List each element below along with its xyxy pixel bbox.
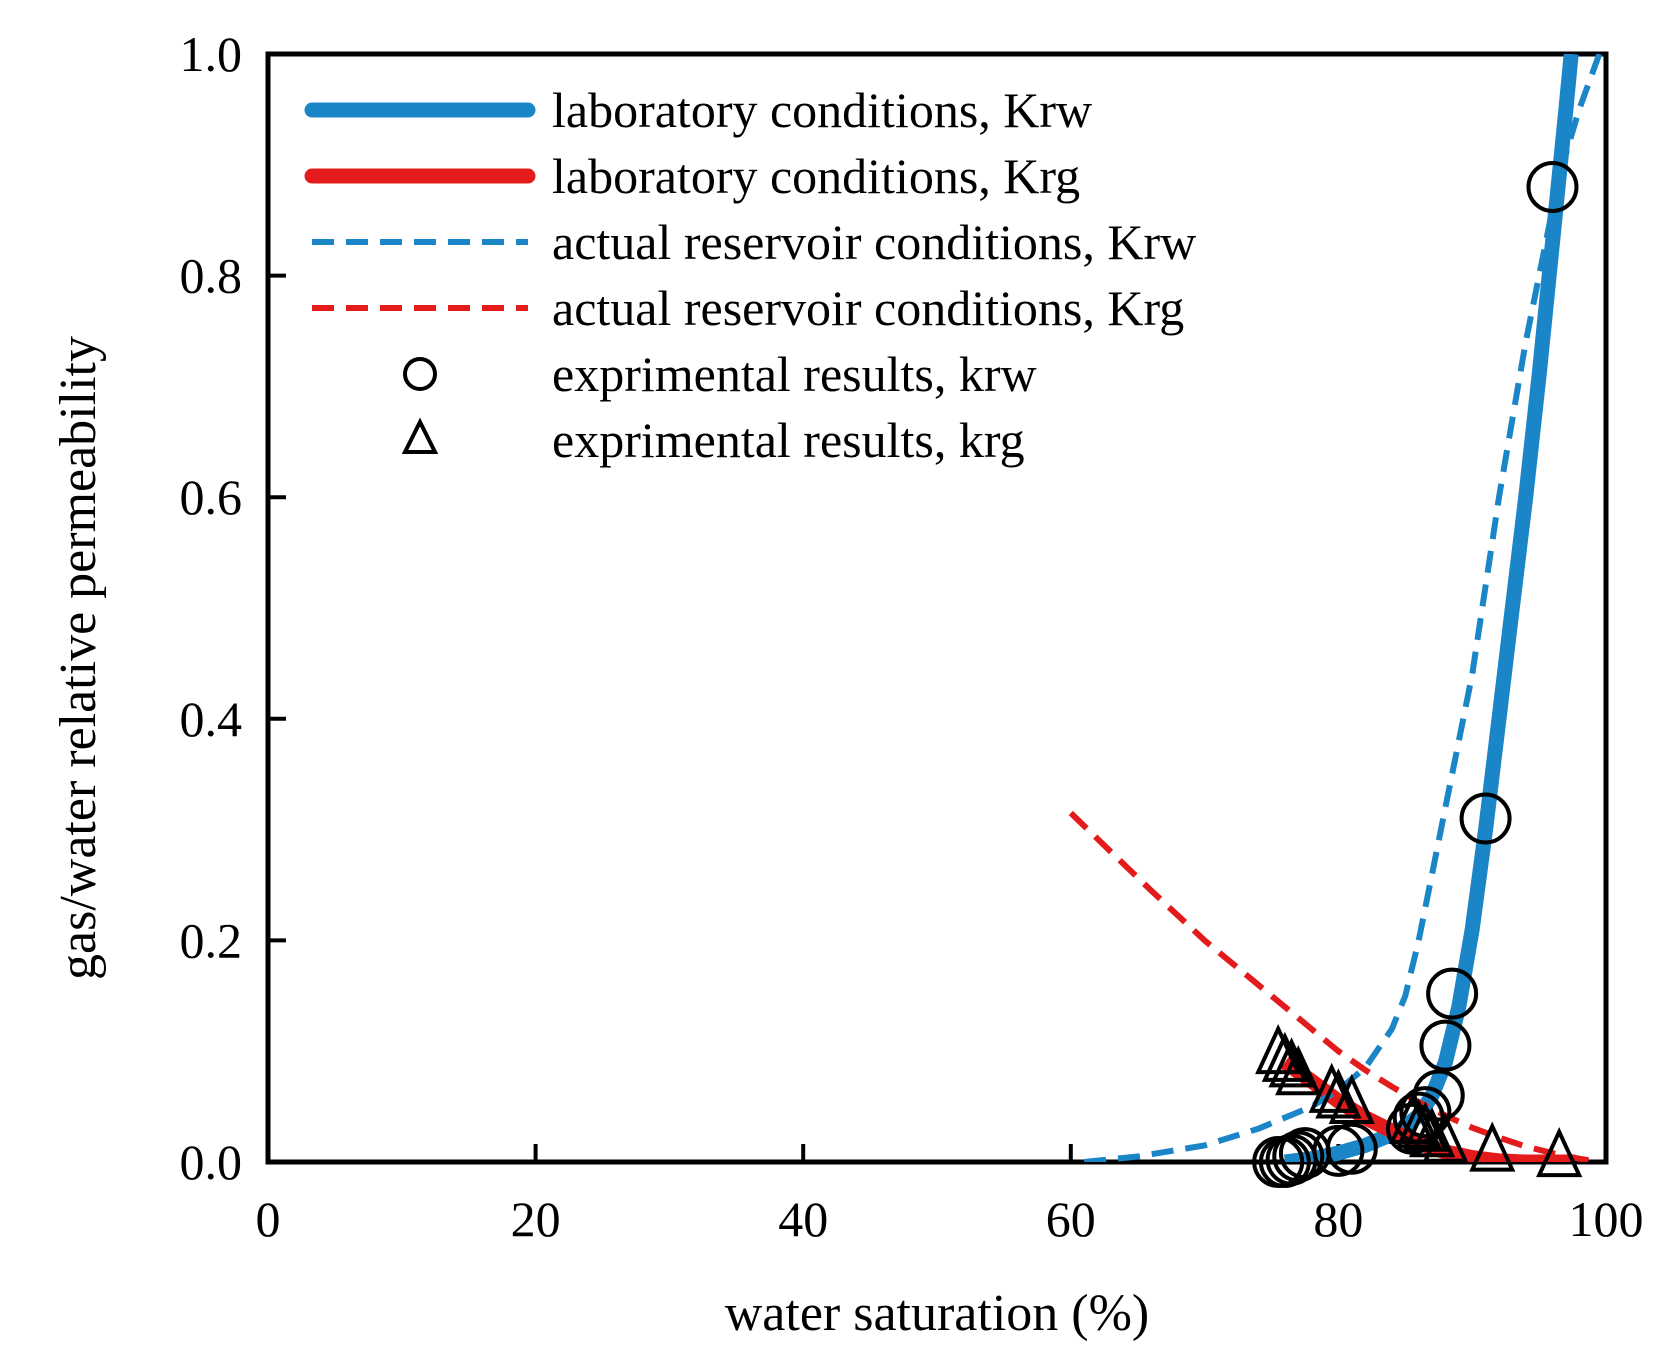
krw-data-point — [1412, 1069, 1465, 1122]
x-tick-label: 40 — [778, 1191, 828, 1247]
legend-label: exprimental results, krw — [552, 346, 1037, 402]
krg-data-point — [1422, 1112, 1469, 1163]
krg-data-point — [1275, 1045, 1322, 1096]
y-axis-label: gas/water relative permeability — [50, 336, 107, 980]
krg-data-point — [1308, 1062, 1355, 1113]
x-tick-label: 0 — [256, 1191, 281, 1247]
krg-data-point — [1402, 1101, 1449, 1152]
krw-data-point — [1426, 967, 1479, 1020]
x-tick-label: 100 — [1569, 1191, 1644, 1247]
y-tick-label: 0.6 — [180, 469, 243, 525]
krg-data-point — [1328, 1073, 1375, 1124]
series-line-1 — [1283, 54, 1579, 1162]
krw-data-point — [1399, 1086, 1452, 1139]
krw-data-point — [1325, 1122, 1378, 1175]
legend-label: laboratory conditions, Krw — [552, 82, 1092, 138]
legend-circle-marker — [403, 357, 437, 391]
krw-data-point — [1526, 160, 1579, 213]
series-line-3 — [1083, 54, 1603, 1162]
legend-label: actual reservoir conditions, Krg — [552, 280, 1184, 336]
y-tick-label: 0.4 — [180, 691, 243, 747]
krg-data-point — [1408, 1107, 1456, 1158]
krw-data-point — [1272, 1130, 1325, 1183]
x-tick-label: 80 — [1313, 1191, 1363, 1247]
krg-data-point — [1469, 1121, 1516, 1172]
krg-data-point — [1268, 1037, 1315, 1088]
x-tick-label: 60 — [1046, 1191, 1096, 1247]
series-line-4 — [1068, 810, 1600, 1162]
krw-data-point — [1419, 1019, 1472, 1072]
y-tick-label: 0.2 — [180, 912, 243, 968]
legend-label: exprimental results, krg — [552, 412, 1025, 468]
krg-data-point — [1388, 1093, 1436, 1144]
plot-markers — [1252, 160, 1583, 1188]
krg-data-point — [1536, 1127, 1583, 1178]
x-axis-label: water saturation (%) — [725, 1285, 1149, 1342]
krw-data-point — [1459, 792, 1512, 845]
krg-data-point — [1315, 1068, 1362, 1119]
x-tick-label: 20 — [511, 1191, 561, 1247]
y-tick-label: 1.0 — [180, 26, 243, 82]
axes: 0 20 40 60 80 100 0.0 0.2 0.4 0.6 0.8 1.0 — [180, 26, 1644, 1247]
y-tick-label: 0.0 — [180, 1134, 243, 1190]
plot-frame — [265, 51, 1609, 1165]
legend: laboratory conditions, Krw laboratory con… — [304, 82, 1196, 468]
legend-label: laboratory conditions, Krg — [552, 148, 1080, 204]
y-tick-label: 0.8 — [180, 248, 243, 304]
krg-data-point — [1395, 1098, 1442, 1149]
legend-label: actual reservoir conditions, Krw — [552, 214, 1196, 270]
legend-triangle-marker — [401, 417, 439, 454]
